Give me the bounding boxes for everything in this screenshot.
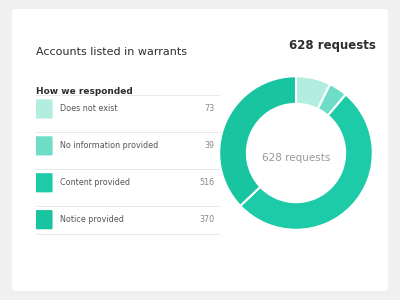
- FancyBboxPatch shape: [35, 210, 52, 229]
- FancyBboxPatch shape: [35, 99, 52, 119]
- Text: 73: 73: [204, 104, 214, 113]
- Text: No information provided: No information provided: [60, 141, 158, 150]
- Text: 628 requests: 628 requests: [289, 39, 376, 52]
- FancyBboxPatch shape: [35, 173, 52, 192]
- Wedge shape: [318, 84, 346, 116]
- Text: 628 requests: 628 requests: [262, 153, 330, 163]
- Text: Notice provided: Notice provided: [60, 215, 124, 224]
- Text: Does not exist: Does not exist: [60, 104, 118, 113]
- Text: Content provided: Content provided: [60, 178, 130, 187]
- Text: 370: 370: [199, 215, 214, 224]
- Text: 516: 516: [199, 178, 214, 187]
- Text: How we responded: How we responded: [36, 87, 133, 96]
- Wedge shape: [219, 76, 296, 206]
- FancyBboxPatch shape: [12, 9, 388, 291]
- Text: Accounts listed in warrants: Accounts listed in warrants: [36, 47, 187, 57]
- Text: 39: 39: [204, 141, 214, 150]
- FancyBboxPatch shape: [35, 136, 52, 155]
- Wedge shape: [296, 76, 330, 109]
- Wedge shape: [240, 94, 373, 230]
